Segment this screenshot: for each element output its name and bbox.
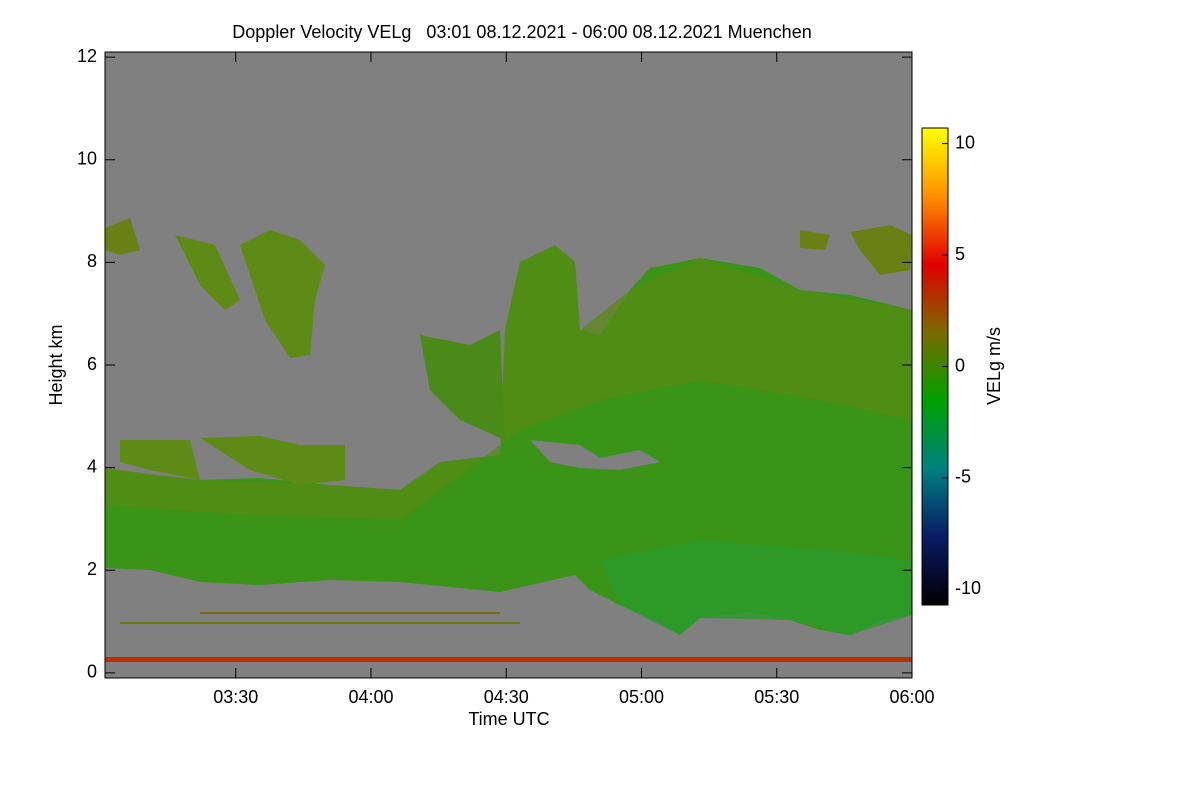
x-tick-label: 05:30 [754,687,799,707]
cloud [850,225,912,275]
y-tick-label: 12 [77,46,97,66]
cloud-upper [105,245,912,520]
cloud [600,540,912,635]
radar-field [105,218,912,662]
y-tick-label: 8 [87,251,97,271]
clutter-line [200,612,500,614]
cloud [800,230,830,250]
colorbar-tick-label: -5 [955,467,971,487]
x-tick-label: 04:30 [484,687,529,707]
cloud [105,218,140,255]
colorbar-label: VELg m/s [984,327,1004,405]
y-tick-label: 6 [87,354,97,374]
cloud [200,436,345,485]
cloud [175,235,240,310]
x-axis-label: Time UTC [468,709,549,729]
x-tick-label: 06:00 [889,687,934,707]
cloud [120,440,200,480]
chart-title: Doppler Velocity VELg 03:01 08.12.2021 -… [232,22,811,42]
cloud-hole [530,440,660,470]
y-tick-label: 0 [87,662,97,682]
cloud [240,230,325,358]
colorbar-tick-label: -10 [955,578,981,598]
x-tick-label: 04:00 [348,687,393,707]
colorbar-tick-label: 0 [955,355,965,375]
y-tick-label: 2 [87,559,97,579]
y-tick-label: 4 [87,456,97,476]
colorbar-tick-label: 10 [955,132,975,152]
cloud [420,330,505,440]
ground-clutter [105,657,912,662]
y-axis-label: Height km [46,324,66,405]
x-tick-label: 03:30 [213,687,258,707]
x-tick-label: 05:00 [619,687,664,707]
colorbar-tick-label: 5 [955,244,965,264]
y-tick-label: 10 [77,149,97,169]
clutter-line [120,622,520,624]
